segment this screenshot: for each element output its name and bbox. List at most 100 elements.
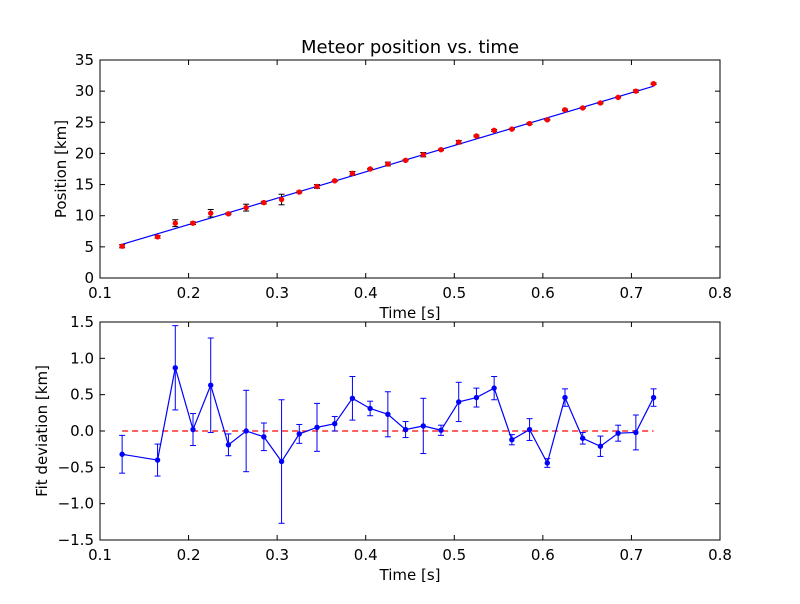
data-point bbox=[402, 157, 409, 163]
data-point bbox=[580, 105, 586, 111]
y-tick-label: 25 bbox=[75, 113, 94, 131]
position-chart-ylabel: Position [km] bbox=[52, 120, 70, 218]
data-point bbox=[580, 435, 586, 441]
position-chart-ticks: 0.1 0.2 0.3 0.4 0.5 0.6 0.7 0.8 0 5 10 15 20 25 30 35 bbox=[75, 51, 732, 302]
data-point bbox=[243, 428, 249, 434]
x-tick-label: 0.1 bbox=[88, 546, 112, 564]
data-point bbox=[385, 161, 391, 167]
x-tick-label: 0.3 bbox=[265, 284, 289, 302]
y-tick-label: 35 bbox=[75, 51, 94, 69]
x-tick-label: 0.6 bbox=[531, 284, 555, 302]
x-tick-label: 0.5 bbox=[442, 546, 466, 564]
data-point bbox=[650, 394, 657, 401]
data-point bbox=[278, 458, 285, 465]
data-point bbox=[420, 151, 426, 158]
data-point bbox=[491, 385, 497, 391]
x-tick-label: 0.5 bbox=[442, 284, 466, 302]
data-point bbox=[650, 80, 657, 87]
data-point bbox=[456, 139, 462, 145]
x-tick-label: 0.7 bbox=[619, 284, 643, 302]
data-point bbox=[420, 423, 426, 429]
x-tick-label: 0.1 bbox=[88, 284, 112, 302]
data-point bbox=[562, 394, 568, 401]
y-tick-label: 15 bbox=[75, 176, 94, 194]
position-chart-title: Meteor position vs. time bbox=[301, 37, 519, 58]
y-tick-label: 10 bbox=[75, 207, 94, 225]
y-tick-label: 30 bbox=[75, 82, 94, 100]
data-point bbox=[402, 426, 409, 433]
x-tick-label: 0.3 bbox=[265, 546, 289, 564]
data-point bbox=[597, 100, 604, 106]
position-chart-frame bbox=[99, 59, 721, 279]
x-tick-label: 0.4 bbox=[354, 546, 378, 564]
data-point bbox=[208, 210, 214, 216]
data-point bbox=[172, 220, 178, 226]
data-point bbox=[473, 133, 480, 139]
x-tick-label: 0.8 bbox=[708, 546, 732, 564]
deviation-chart-marks bbox=[119, 325, 657, 524]
data-point bbox=[243, 204, 249, 211]
data-point bbox=[633, 429, 639, 436]
data-point bbox=[261, 434, 267, 440]
data-point bbox=[509, 437, 515, 443]
data-point bbox=[544, 460, 550, 466]
data-point bbox=[190, 220, 196, 226]
data-point bbox=[438, 146, 444, 153]
data-point bbox=[526, 426, 533, 433]
x-tick-label: 0.7 bbox=[619, 546, 643, 564]
y-tick-label: −1.0 bbox=[58, 495, 94, 513]
data-point bbox=[119, 451, 125, 457]
x-tick-label: 0.6 bbox=[531, 546, 555, 564]
y-tick-label: 0.0 bbox=[70, 422, 94, 440]
data-point bbox=[509, 126, 515, 132]
position-chart-marks bbox=[119, 80, 657, 249]
data-point bbox=[385, 411, 391, 417]
deviation-chart-ticks: 0.1 0.2 0.3 0.4 0.5 0.6 0.7 0.8 1.5 1.0 0.5 0.0 −0.5… bbox=[58, 313, 732, 564]
data-point bbox=[544, 117, 550, 123]
data-point bbox=[225, 211, 232, 217]
x-tick-label: 0.2 bbox=[177, 546, 201, 564]
deviation-chart-xlabel: Time [s] bbox=[379, 566, 441, 584]
x-tick-label: 0.8 bbox=[708, 284, 732, 302]
data-point bbox=[473, 394, 480, 401]
data-point bbox=[154, 234, 161, 240]
data-point bbox=[332, 178, 338, 184]
data-point bbox=[633, 88, 639, 94]
data-point bbox=[349, 170, 356, 177]
data-point bbox=[349, 395, 356, 401]
data-point bbox=[278, 196, 285, 203]
y-tick-label: 5 bbox=[84, 238, 94, 256]
x-tick-label: 0.2 bbox=[177, 284, 201, 302]
x-tick-label: 0.4 bbox=[354, 284, 378, 302]
deviation-line bbox=[122, 367, 655, 465]
data-point bbox=[172, 365, 178, 371]
position-chart-xlabel: Time [s] bbox=[379, 304, 441, 322]
data-point bbox=[615, 94, 621, 101]
data-point bbox=[314, 424, 320, 431]
data-point bbox=[296, 189, 302, 195]
data-point bbox=[225, 442, 232, 448]
data-point bbox=[190, 426, 196, 433]
data-point bbox=[562, 107, 568, 113]
data-point bbox=[438, 427, 444, 433]
data-point bbox=[526, 120, 533, 127]
y-tick-label: 0.5 bbox=[70, 386, 94, 404]
data-point bbox=[208, 382, 214, 388]
data-point bbox=[119, 243, 125, 249]
y-tick-label: −1.5 bbox=[58, 531, 94, 549]
data-point bbox=[367, 166, 373, 172]
y-tick-label: 0 bbox=[84, 269, 94, 287]
y-tick-label: 1.5 bbox=[70, 313, 94, 331]
y-tick-label: 20 bbox=[75, 144, 94, 162]
data-point bbox=[296, 431, 302, 437]
data-point bbox=[367, 405, 373, 412]
deviation-chart: 0.1 0.2 0.3 0.4 0.5 0.6 0.7 0.8 1.5 1.0 0.5 0.0 −0.5… bbox=[33, 313, 732, 584]
data-point bbox=[597, 443, 604, 449]
data-point bbox=[491, 127, 497, 134]
y-tick-label: −0.5 bbox=[58, 458, 94, 476]
y-tick-label: 1.0 bbox=[70, 349, 94, 367]
data-point bbox=[154, 457, 161, 463]
deviation-chart-ylabel: Fit deviation [km] bbox=[33, 365, 51, 497]
position-chart: Meteor position vs. time 0.1 0.2 0.3 0.4 0.5… bbox=[52, 37, 732, 322]
